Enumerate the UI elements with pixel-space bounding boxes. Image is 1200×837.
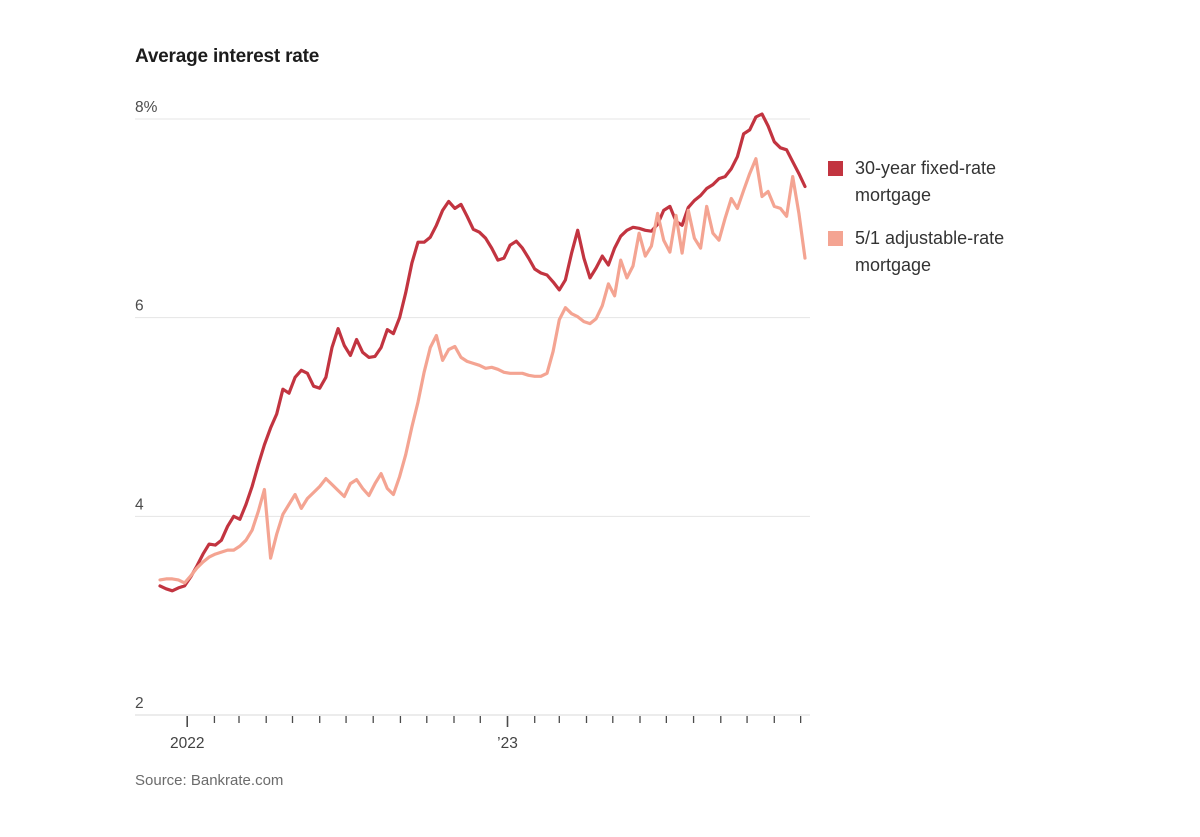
y-tick-label-8%: 8% [135, 99, 158, 116]
series-line-30-year-fixed-rate-mortgage [158, 112, 807, 593]
y-tick-label-4: 4 [135, 496, 144, 513]
x-tick-label-2022: 2022 [170, 735, 204, 752]
legend-label-fixed-rate: 30-year fixed-rate mortgage [855, 158, 997, 205]
y-tick-label-2: 2 [135, 695, 144, 712]
legend: 30-year fixed-rate mortgage 5/1 adjustab… [828, 155, 1013, 295]
legend-swatch-adjustable-rate-icon [828, 231, 843, 246]
legend-label-adjustable-rate: 5/1 adjustable-rate mortgage [855, 228, 1005, 275]
source-attribution: Source: Bankrate.com [135, 772, 284, 789]
x-tick-label-’23: ’23 [497, 735, 518, 752]
chart-title: Average interest rate [135, 46, 320, 67]
legend-item-adjustable-rate: 5/1 adjustable-rate mortgage [828, 225, 1013, 279]
series-line-5-1-adjustable-rate-mortgage [158, 157, 807, 585]
y-tick-label-6: 6 [135, 298, 144, 315]
legend-swatch-fixed-rate-icon [828, 161, 843, 176]
legend-item-fixed-rate: 30-year fixed-rate mortgage [828, 155, 1013, 209]
